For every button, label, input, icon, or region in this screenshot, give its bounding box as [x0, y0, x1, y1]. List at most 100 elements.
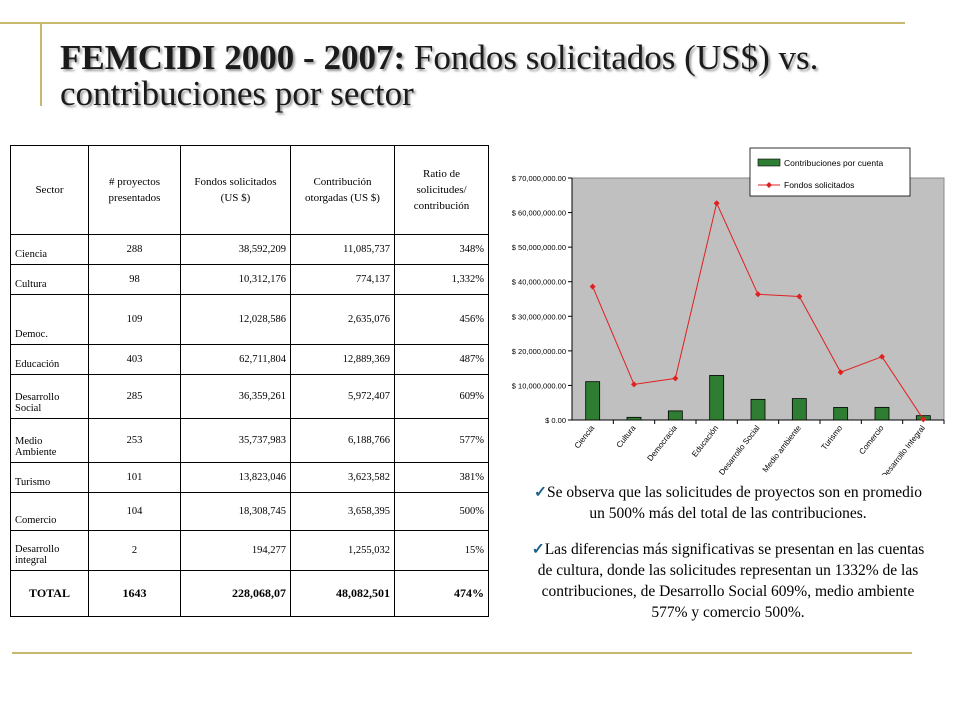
line-point	[713, 200, 720, 207]
table-cell: 577%	[394, 418, 489, 463]
checkmark-icon: ✓	[531, 541, 545, 558]
bar	[709, 375, 725, 421]
line-point	[672, 375, 679, 382]
table-cell: 456%	[394, 294, 489, 345]
table-cell: 285	[88, 374, 181, 419]
line-point	[589, 283, 596, 290]
table-row: Turismo 101 13,823,046 3,623,582 381%	[10, 462, 489, 493]
title-rest: Fondos solicitados (US$) vs. contribucio…	[60, 38, 819, 113]
table-cell: 253	[88, 418, 181, 463]
header-cell: Fondos solicitados (US $)	[180, 145, 291, 235]
table-row: Ciencia 288 38,592,209 11,085,737 348%	[10, 234, 489, 265]
total-cell: TOTAL	[10, 570, 89, 617]
table-row: Medio Ambiente 253 35,737,983 6,188,766 577%	[10, 418, 489, 463]
table-cell: 12,028,586	[180, 294, 291, 345]
line-point	[796, 293, 803, 300]
legend-box	[749, 147, 911, 197]
x-tick-label: Educación	[690, 424, 720, 459]
table-cell: 774,137	[290, 264, 395, 295]
table-cell: Medio Ambiente	[10, 418, 89, 463]
total-cell: 474%	[394, 570, 489, 617]
table-cell: 403	[88, 344, 181, 375]
table-row: Educación 403 62,711,804 12,889,369 487%	[10, 344, 489, 375]
line-point	[920, 416, 927, 423]
table-cell: 3,623,582	[290, 462, 395, 493]
table-header-row: Sector # proyectos presentados Fondos so…	[10, 145, 489, 235]
table-cell: 10,312,176	[180, 264, 291, 295]
table-cell: Desarrollo Social	[10, 374, 89, 419]
table-cell: Democ.	[10, 294, 89, 345]
table-cell: 3,658,395	[290, 492, 395, 531]
table-cell: 62,711,804	[180, 344, 291, 375]
y-tick-label: $ 40,000,000.00	[512, 278, 566, 287]
table-cell: 288	[88, 234, 181, 265]
x-tick-label: Turismo	[820, 423, 845, 452]
total-cell: 228,068,07	[180, 570, 291, 617]
y-tick-label: $ 20,000,000.00	[512, 347, 566, 356]
table-cell: Desarrollo integral	[10, 530, 89, 571]
bar	[791, 398, 807, 421]
y-tick-label: $ 70,000,000.00	[512, 174, 566, 183]
table-row: Democ. 109 12,028,586 2,635,076 456%	[10, 294, 489, 345]
line-point	[879, 353, 885, 360]
table-cell: 11,085,737	[290, 234, 395, 265]
sector-chart: $ 0.00 $ 10,000,000.00 $ 20,000,000.00 $ 30…	[512, 147, 945, 475]
legend-bar-swatch	[757, 158, 781, 167]
title-bold: FEMCIDI 2000 - 2007:	[60, 38, 406, 77]
bar	[874, 406, 890, 421]
bullet-item: ✓Se observa que las solicitudes de proye…	[528, 482, 928, 524]
table-cell: 15%	[394, 530, 489, 571]
table-cell: Ciencia	[10, 234, 89, 265]
x-tick-label: Desarrollo Integral	[880, 424, 927, 475]
table-cell: 98	[88, 264, 181, 295]
table-cell: 38,592,209	[180, 234, 291, 265]
table-cell: 109	[88, 294, 181, 345]
table-row: Comercio 104 18,308,745 3,658,395 500%	[10, 492, 489, 531]
table-cell: 104	[88, 492, 181, 531]
bullet-item: ✓Las diferencias más significativas se p…	[528, 539, 928, 623]
table-cell: Cultura	[10, 264, 89, 295]
header-cell: Sector	[10, 145, 89, 235]
line-point	[837, 369, 844, 376]
header-cell: # proyectos presentados	[88, 145, 181, 235]
table-cell: 36,359,261	[180, 374, 291, 419]
table-cell: 13,823,046	[180, 462, 291, 493]
checkmark-icon: ✓	[534, 484, 548, 501]
table-cell: 500%	[394, 492, 489, 531]
table-cell: 194,277	[180, 530, 291, 571]
table-row: Cultura 98 10,312,176 774,137 1,332%	[10, 264, 489, 295]
table-row: Desarrollo Social 285 36,359,261 5,972,407 6…	[10, 374, 489, 419]
table-cell: 487%	[394, 344, 489, 375]
bar	[833, 407, 849, 421]
bullet-text: Se observa que las solicitudes de proyec…	[547, 484, 922, 522]
x-tick-label: Comercio	[857, 423, 886, 456]
legend-line-marker	[766, 182, 772, 188]
table-cell: 381%	[394, 462, 489, 493]
table-cell: 348%	[394, 234, 489, 265]
x-tick-label: Democracia	[646, 423, 680, 463]
plot-area	[571, 177, 945, 421]
y-tick-label: $ 0.00	[545, 416, 566, 425]
table-cell: 1,255,032	[290, 530, 395, 571]
bar	[667, 410, 683, 421]
legend-label: Fondos solicitados	[784, 180, 854, 190]
table-cell: 12,889,369	[290, 344, 395, 375]
total-cell: 48,082,501	[290, 570, 395, 617]
bottom-rule	[12, 652, 912, 654]
x-tick-label: Cultura	[615, 423, 638, 449]
table-cell: Educación	[10, 344, 89, 375]
table-cell: 5,972,407	[290, 374, 395, 419]
y-tick-label: $ 30,000,000.00	[512, 312, 566, 321]
sector-table: Sector # proyectos presentados Fondos so…	[10, 145, 489, 617]
total-cell: 1643	[88, 570, 181, 617]
legend-label: Contribuciones por cuenta	[784, 158, 884, 168]
y-tick-label: $ 50,000,000.00	[512, 243, 566, 252]
table-cell: 35,737,983	[180, 418, 291, 463]
x-tick-label: Desarrollo Social	[717, 424, 761, 475]
table-cell: 18,308,745	[180, 492, 291, 531]
table-cell: 101	[88, 462, 181, 493]
bullet-text: Las diferencias más significativas se pr…	[537, 541, 925, 621]
table-cell: 2	[88, 530, 181, 571]
x-tick-label: Medio ambiente	[761, 423, 803, 474]
table-cell: 609%	[394, 374, 489, 419]
